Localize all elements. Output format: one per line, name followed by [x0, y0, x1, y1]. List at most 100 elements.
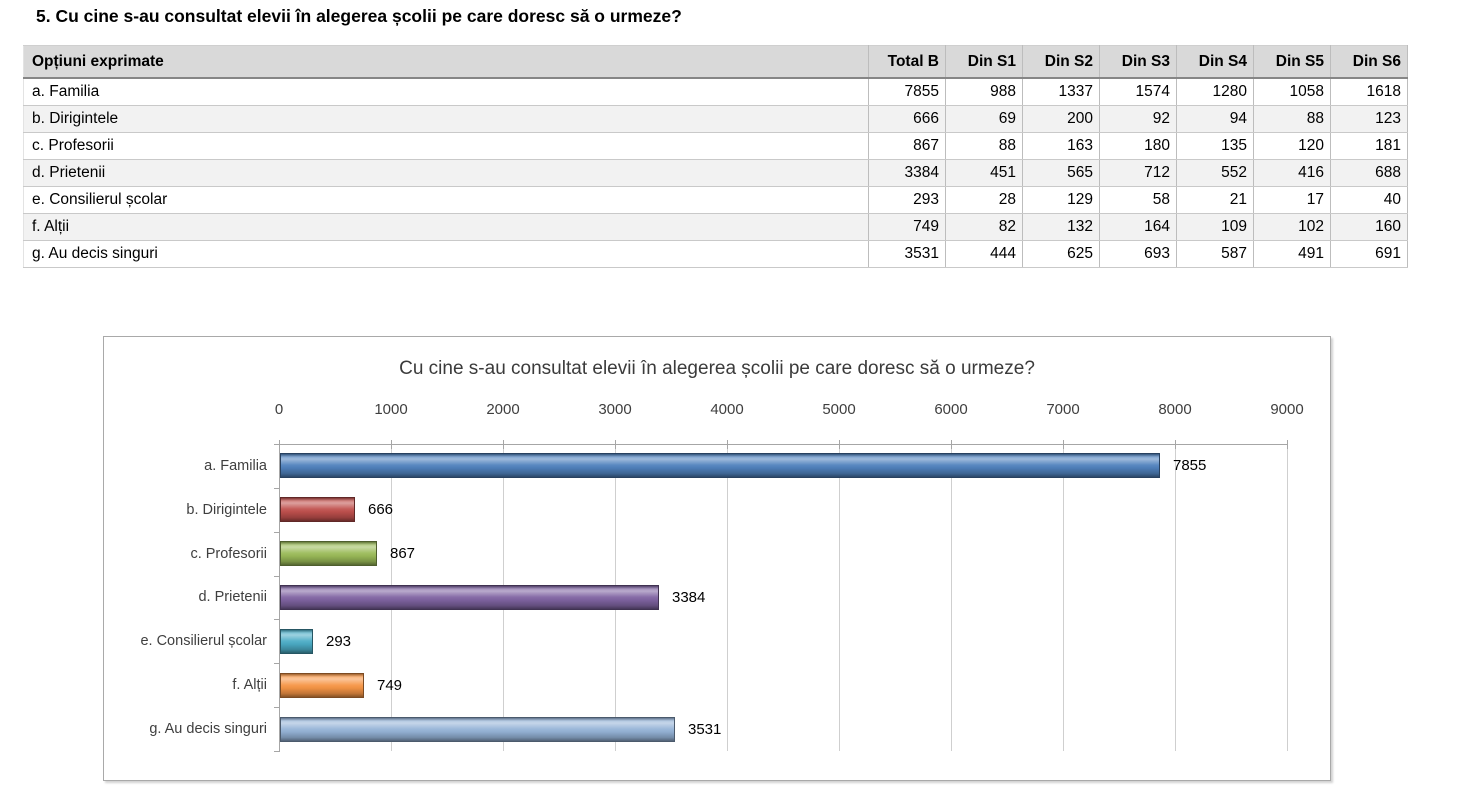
bar-chart: Cu cine s-au consultat elevii în alegere… — [103, 336, 1331, 781]
value-cell: 625 — [1022, 240, 1100, 268]
value-cell: 102 — [1253, 213, 1331, 241]
gridline — [951, 444, 952, 751]
table-body: a. Familia 7855 988 1337 1574 1280 1058 1618 b. … — [23, 78, 1408, 268]
table-header-cell: Din S2 — [1022, 45, 1100, 79]
bar-data-label: 666 — [368, 501, 394, 519]
row-label-cell: c. Profesorii — [23, 132, 869, 160]
value-cell: 181 — [1330, 132, 1408, 160]
value-cell: 1574 — [1099, 78, 1177, 106]
value-cell: 82 — [945, 213, 1023, 241]
value-cell: 293 — [868, 186, 946, 214]
value-cell: 132 — [1022, 213, 1100, 241]
category-axis-tick — [274, 619, 280, 621]
value-cell: 200 — [1022, 105, 1100, 133]
table-row: b. Dirigintele 666 69 200 92 94 88 123 — [23, 105, 1408, 133]
value-cell: 135 — [1176, 132, 1254, 160]
value-cell: 28 — [945, 186, 1023, 214]
value-cell: 691 — [1330, 240, 1408, 268]
table-header-cell: Din S1 — [945, 45, 1023, 79]
value-cell: 58 — [1099, 186, 1177, 214]
row-label-cell: b. Dirigintele — [23, 105, 869, 133]
value-cell: 3384 — [868, 159, 946, 187]
value-axis-tick — [1287, 440, 1288, 449]
value-cell: 160 — [1330, 213, 1408, 241]
category-axis-tick — [274, 707, 280, 709]
value-cell: 163 — [1022, 132, 1100, 160]
results-table: Opțiuni exprimate Total B Din S1 Din S2 Din … — [23, 45, 1408, 268]
value-cell: 666 — [868, 105, 946, 133]
row-label-cell: f. Alții — [23, 213, 869, 241]
category-label: f. Alții — [232, 677, 267, 694]
table-row: f. Alții 749 82 132 164 109 102 160 — [23, 213, 1408, 241]
value-cell: 712 — [1099, 159, 1177, 187]
table-header-cell: Din S3 — [1099, 45, 1177, 79]
bar — [280, 585, 659, 610]
category-label: d. Prietenii — [198, 589, 267, 606]
gridline — [1287, 444, 1288, 751]
value-cell: 88 — [1253, 105, 1331, 133]
category-label: g. Au decis singuri — [149, 721, 267, 738]
value-axis-tick — [391, 440, 392, 449]
value-cell: 587 — [1176, 240, 1254, 268]
gridline — [1175, 444, 1176, 751]
bar-data-label: 749 — [377, 676, 403, 694]
category-axis-tick — [274, 663, 280, 665]
value-cell: 88 — [945, 132, 1023, 160]
value-cell: 21 — [1176, 186, 1254, 214]
bar-data-label: 293 — [326, 632, 352, 650]
gridline — [727, 444, 728, 751]
value-cell: 129 — [1022, 186, 1100, 214]
value-axis-tick — [727, 440, 728, 449]
category-label: e. Consilierul școlar — [140, 633, 267, 650]
table-row: d. Prietenii 3384 451 565 712 552 416 688 — [23, 159, 1408, 187]
value-cell: 3531 — [868, 240, 946, 268]
value-cell: 988 — [945, 78, 1023, 106]
value-cell: 867 — [868, 132, 946, 160]
bar — [280, 672, 364, 698]
category-label: a. Familia — [204, 457, 267, 474]
table-row: e. Consilierul școlar 293 28 129 58 21 17 40 — [23, 186, 1408, 214]
value-cell: 1337 — [1022, 78, 1100, 106]
value-cell: 688 — [1330, 159, 1408, 187]
bar-data-label: 3531 — [688, 720, 722, 738]
category-label: b. Dirigintele — [186, 501, 267, 518]
value-axis-tick-label: 6000 — [934, 401, 968, 418]
bar-data-label: 3384 — [672, 588, 706, 606]
value-axis-tick — [1175, 440, 1176, 449]
table-header-cell: Total B — [868, 45, 946, 79]
value-cell: 749 — [868, 213, 946, 241]
row-label-cell: d. Prietenii — [23, 159, 869, 187]
gridline — [839, 444, 840, 751]
bar — [280, 628, 313, 654]
value-cell: 120 — [1253, 132, 1331, 160]
value-axis-tick-label: 1000 — [374, 401, 408, 418]
value-axis-tick-label: 0 — [274, 401, 284, 418]
bar-data-label: 7855 — [1173, 457, 1207, 475]
value-axis-line — [279, 444, 1288, 445]
table-row: c. Profesorii 867 88 163 180 135 120 181 — [23, 132, 1408, 160]
value-cell: 416 — [1253, 159, 1331, 187]
value-axis-tick — [839, 440, 840, 449]
value-axis-tick-label: 2000 — [486, 401, 520, 418]
row-label-cell: e. Consilierul școlar — [23, 186, 869, 214]
row-label-cell: a. Familia — [23, 78, 869, 106]
value-axis-tick — [1063, 440, 1064, 449]
category-axis-tick — [274, 531, 280, 533]
value-cell: 40 — [1330, 186, 1408, 214]
results-table-container: Opțiuni exprimate Total B Din S1 Din S2 Din … — [23, 45, 1408, 268]
table-header: Opțiuni exprimate Total B Din S1 Din S2 Din … — [23, 45, 1408, 79]
table-header-cell: Opțiuni exprimate — [23, 45, 869, 79]
value-cell: 491 — [1253, 240, 1331, 268]
value-cell: 180 — [1099, 132, 1177, 160]
category-axis-tick — [274, 444, 280, 445]
bar-data-label: 867 — [390, 545, 416, 563]
value-cell: 7855 — [868, 78, 946, 106]
bar — [280, 497, 355, 523]
category-label: c. Profesorii — [190, 545, 267, 562]
table-header-cell: Din S4 — [1176, 45, 1254, 79]
value-cell: 444 — [945, 240, 1023, 268]
value-axis-tick — [615, 440, 616, 449]
value-cell: 565 — [1022, 159, 1100, 187]
gridline — [1063, 444, 1064, 751]
